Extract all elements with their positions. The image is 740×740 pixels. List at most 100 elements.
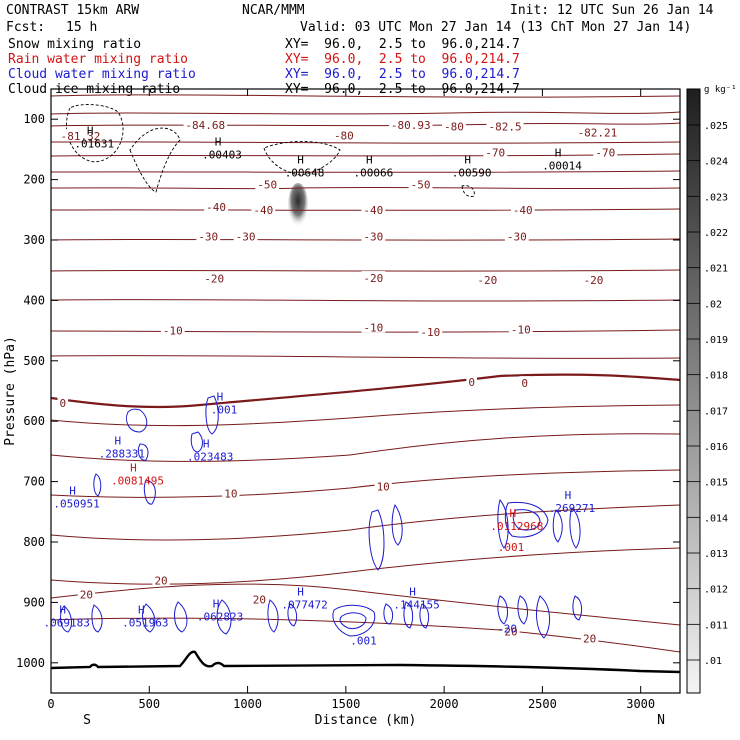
temp-label-bg (58, 129, 103, 142)
cloud-water-contour (383, 603, 394, 625)
temp-label-bg (504, 229, 529, 242)
isotherm (51, 355, 680, 359)
temp-contour-label: 20 (504, 625, 517, 638)
temp-contour-label: -84.68 (185, 119, 225, 132)
temp-label-bg (255, 177, 280, 190)
isotherm (51, 547, 680, 585)
colorbar-tick-label: .011 (704, 620, 728, 631)
extremum-marker: H (366, 154, 373, 167)
extremum-marker: H (565, 489, 572, 502)
cloud-water-contour (142, 603, 156, 633)
cloud-water-contour (216, 599, 232, 635)
y-tick-label: 800 (23, 535, 45, 549)
forecast-label: Fcst: (6, 20, 46, 35)
extremum-value: .069183 (44, 617, 90, 630)
isotherm (51, 170, 680, 173)
isotherm (51, 186, 680, 190)
isotherm (51, 269, 680, 272)
isotherm (51, 208, 680, 211)
x-tick-label: 3000 (626, 697, 655, 711)
temp-label-bg (204, 199, 229, 212)
extremum-value: .00014 (542, 159, 582, 172)
isotherm (51, 433, 680, 462)
y-tick-label: 700 (23, 475, 45, 489)
y-tick-label: 100 (23, 112, 45, 126)
temp-contour-label: -10 (420, 326, 440, 339)
colorbar-tick-label: .01 (704, 656, 722, 667)
extremum-marker: H (217, 390, 224, 403)
xy-cloud-water: XY= 96.0, 2.5 to 96.0,214.7 (285, 67, 520, 82)
extremum-marker: H (297, 585, 304, 598)
y-tick-label: 900 (23, 595, 45, 609)
colorbar-tick-label: .016 (704, 442, 728, 453)
temp-label-bg (502, 624, 520, 637)
extremum-value: .001 (350, 635, 377, 648)
x-axis-title: Distance (km) (315, 713, 417, 728)
temp-contour-label: -10 (363, 322, 383, 335)
extremum-marker: H (215, 135, 222, 148)
extremum-value: .051963 (122, 617, 168, 630)
field-rain: Rain water mixing ratio (8, 52, 189, 67)
cloud-water-contour (190, 431, 203, 453)
extremum-value: .269271 (549, 502, 595, 515)
extremum-value: .001 (211, 403, 238, 416)
cloud-water-contour (174, 601, 188, 633)
isotherm (51, 111, 680, 115)
temp-contour-label: -50 (257, 178, 277, 191)
extremum-value: .01631 (74, 138, 114, 151)
temp-contour-label: -70 (485, 146, 505, 159)
temp-label-bg (361, 202, 386, 215)
colorbar-tick-label: .023 (704, 192, 728, 203)
temp-label-bg (202, 271, 227, 284)
temp-contour-label: 10 (377, 480, 390, 493)
temp-contour-label: -40 (513, 204, 533, 217)
x-tick-label: 2000 (430, 697, 459, 711)
extremum-marker: H (203, 437, 210, 450)
extremum-value: .00648 (285, 167, 325, 180)
temp-contour-label: -40 (253, 204, 273, 217)
extremum-marker: H (555, 146, 562, 159)
colorbar-tick-label: .017 (704, 406, 728, 417)
temp-label-bg (519, 376, 531, 389)
cloud-water-contour (126, 408, 148, 433)
y-tick-label: 500 (23, 354, 45, 368)
temp-label-bg (250, 592, 268, 605)
colorbar-tick-label: .015 (704, 478, 728, 489)
cloud-water-contour (137, 443, 149, 461)
colorbar-tick-label: .013 (704, 549, 728, 560)
cloud-water-contour (419, 603, 430, 629)
isotherm (51, 94, 680, 98)
cloud-water-contour (536, 595, 550, 639)
temp-contour-label: -50 (411, 178, 431, 191)
x-end-label-north: N (657, 713, 665, 728)
temp-label-bg (466, 374, 477, 387)
isotherm (51, 122, 680, 127)
isotherm (51, 583, 680, 626)
temp-label-bg (374, 479, 392, 492)
isotherm (51, 469, 680, 498)
colorbar-tick-label: .018 (704, 371, 728, 382)
extremum-marker: H (297, 154, 304, 167)
cloud-water-contour (93, 473, 102, 497)
temp-label-bg (251, 202, 276, 215)
temp-label-bg (581, 272, 606, 285)
model-title: CONTRAST 15km ARW (6, 3, 140, 18)
y-tick-label: 1000 (16, 656, 45, 670)
temp-label-bg (57, 396, 69, 409)
isotherm (51, 329, 680, 333)
cloud-water-contour (569, 507, 581, 549)
temp-label-bg (483, 145, 508, 158)
cloud-water-contour (517, 595, 528, 625)
extremum-marker: H (464, 154, 471, 167)
ice-contour (461, 185, 475, 197)
temp-label-bg (408, 177, 433, 190)
cloud-water-contour (552, 509, 563, 543)
temp-label-bg (160, 323, 185, 336)
temp-contour-label: -80 (444, 120, 464, 133)
x-tick-label: 2500 (528, 697, 557, 711)
cloud-water-contour (391, 503, 403, 546)
extremum-value: .001 (498, 541, 525, 554)
temp-contour-label: -10 (163, 325, 183, 338)
temp-contour-label: -40 (363, 204, 383, 217)
cloud-water-contour (497, 595, 508, 625)
